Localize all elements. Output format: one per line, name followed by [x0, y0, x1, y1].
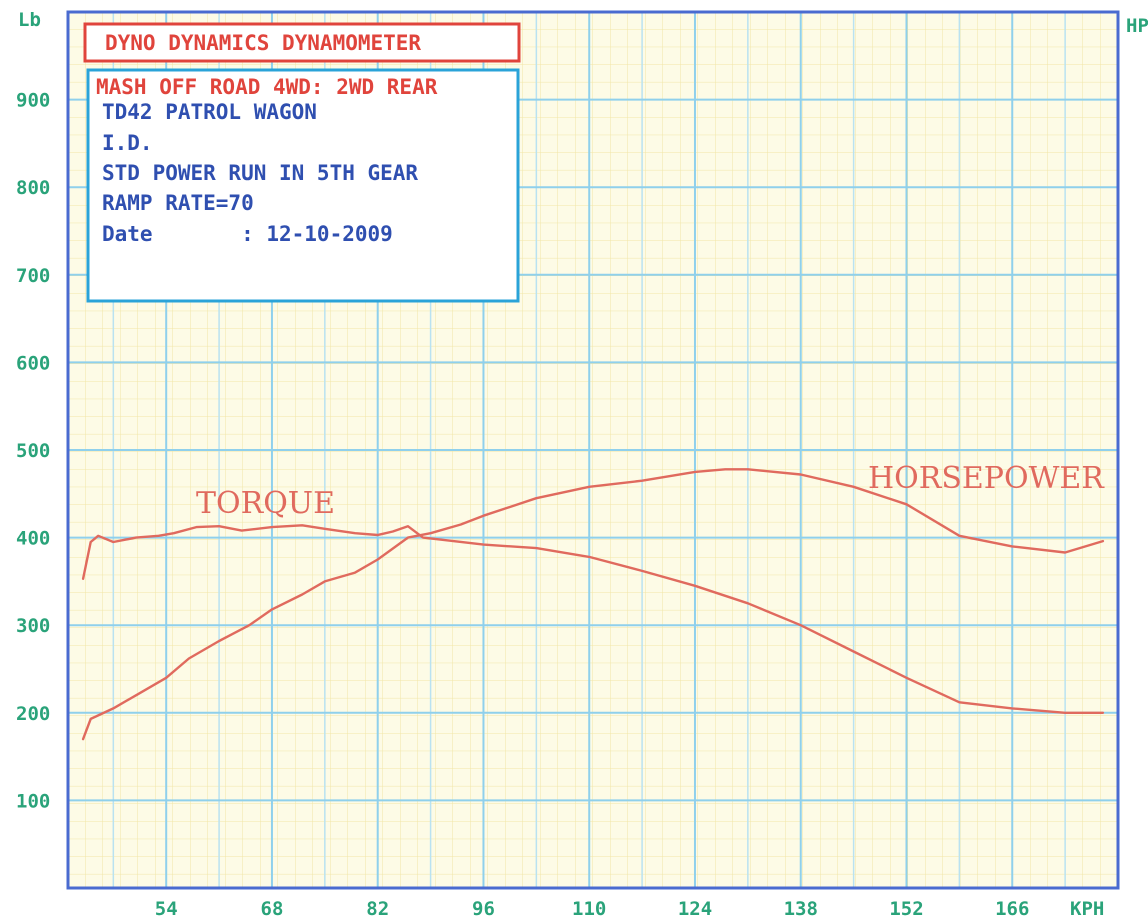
series-label-horsepower: HORSEPOWER	[868, 461, 1105, 496]
x-tick-label: 152	[889, 898, 923, 920]
y-tick-label: 700	[16, 265, 50, 287]
y-tick-label: 900	[16, 90, 50, 112]
x-axis-ticks: 54 68 82 96 110 124 138 152 166	[155, 898, 1030, 920]
info-box-frame	[86, 68, 520, 303]
y-right-axis-label: HP	[1126, 15, 1148, 37]
plot-frame	[66, 10, 1120, 890]
info-line-run: STD POWER RUN IN 5TH GEAR	[102, 161, 418, 185]
y-tick-label: 600	[16, 352, 50, 374]
series-lines	[81, 468, 1105, 741]
series-label-torque: TORQUE	[196, 486, 335, 521]
y-tick-label: 200	[16, 703, 50, 725]
info-line-id: I.D.	[102, 131, 153, 155]
info-line-date: Date : 12-10-2009	[102, 222, 393, 246]
y-tick-label: 100	[16, 790, 50, 812]
info-line-vehicle: TD42 PATROL WAGON	[102, 100, 317, 124]
x-tick-label: 68	[261, 898, 284, 920]
header-box-frame	[83, 22, 521, 63]
x-tick-label: 96	[472, 898, 495, 920]
y-tick-label: 400	[16, 528, 50, 550]
x-tick-label: 166	[995, 898, 1029, 920]
series-line-horsepower	[81, 468, 1105, 741]
x-tick-label: 54	[155, 898, 178, 920]
info-box: MASH OFF ROAD 4WD: 2WD REAR TD42 PATROL …	[86, 68, 520, 303]
y-tick-label: 800	[16, 177, 50, 199]
x-tick-label: 110	[572, 898, 606, 920]
x-tick-label: 82	[366, 898, 389, 920]
x-tick-label: 124	[678, 898, 712, 920]
y-tick-label: 500	[16, 440, 50, 462]
x-tick-label: 138	[784, 898, 818, 920]
info-line-ramp: RAMP RATE=70	[102, 191, 254, 215]
x-unit-label: KPH	[1070, 898, 1104, 920]
y-axis-ticks: 100 200 300 400 500 600 700 800 900	[16, 90, 50, 813]
info-box-title: MASH OFF ROAD 4WD: 2WD REAR	[96, 75, 438, 99]
series-line-torque	[81, 524, 1105, 714]
header-box: DYNO DYNAMICS DYNAMOMETER	[83, 22, 521, 63]
y-left-axis-label: Lb	[18, 9, 41, 31]
header-box-text: DYNO DYNAMICS DYNAMOMETER	[105, 31, 421, 55]
y-tick-label: 300	[16, 615, 50, 637]
